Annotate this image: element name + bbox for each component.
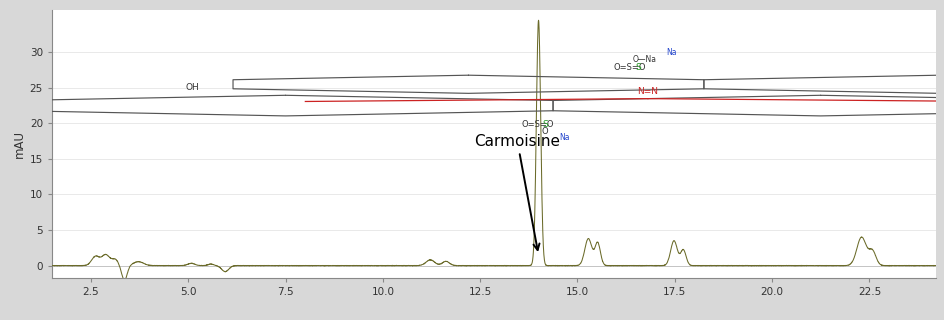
Y-axis label: mAU: mAU <box>12 130 25 158</box>
Text: S: S <box>542 120 548 129</box>
Text: Na: Na <box>558 133 569 142</box>
Text: Na: Na <box>666 48 676 57</box>
Text: OH: OH <box>186 83 199 92</box>
Text: O—Na: O—Na <box>632 55 656 64</box>
Text: O: O <box>542 127 548 136</box>
Text: S: S <box>634 63 640 73</box>
Text: Carmoisine: Carmoisine <box>474 134 560 250</box>
Text: N=N: N=N <box>637 87 658 97</box>
Text: O=S=O: O=S=O <box>613 63 645 72</box>
Text: O=S=O: O=S=O <box>521 120 553 129</box>
